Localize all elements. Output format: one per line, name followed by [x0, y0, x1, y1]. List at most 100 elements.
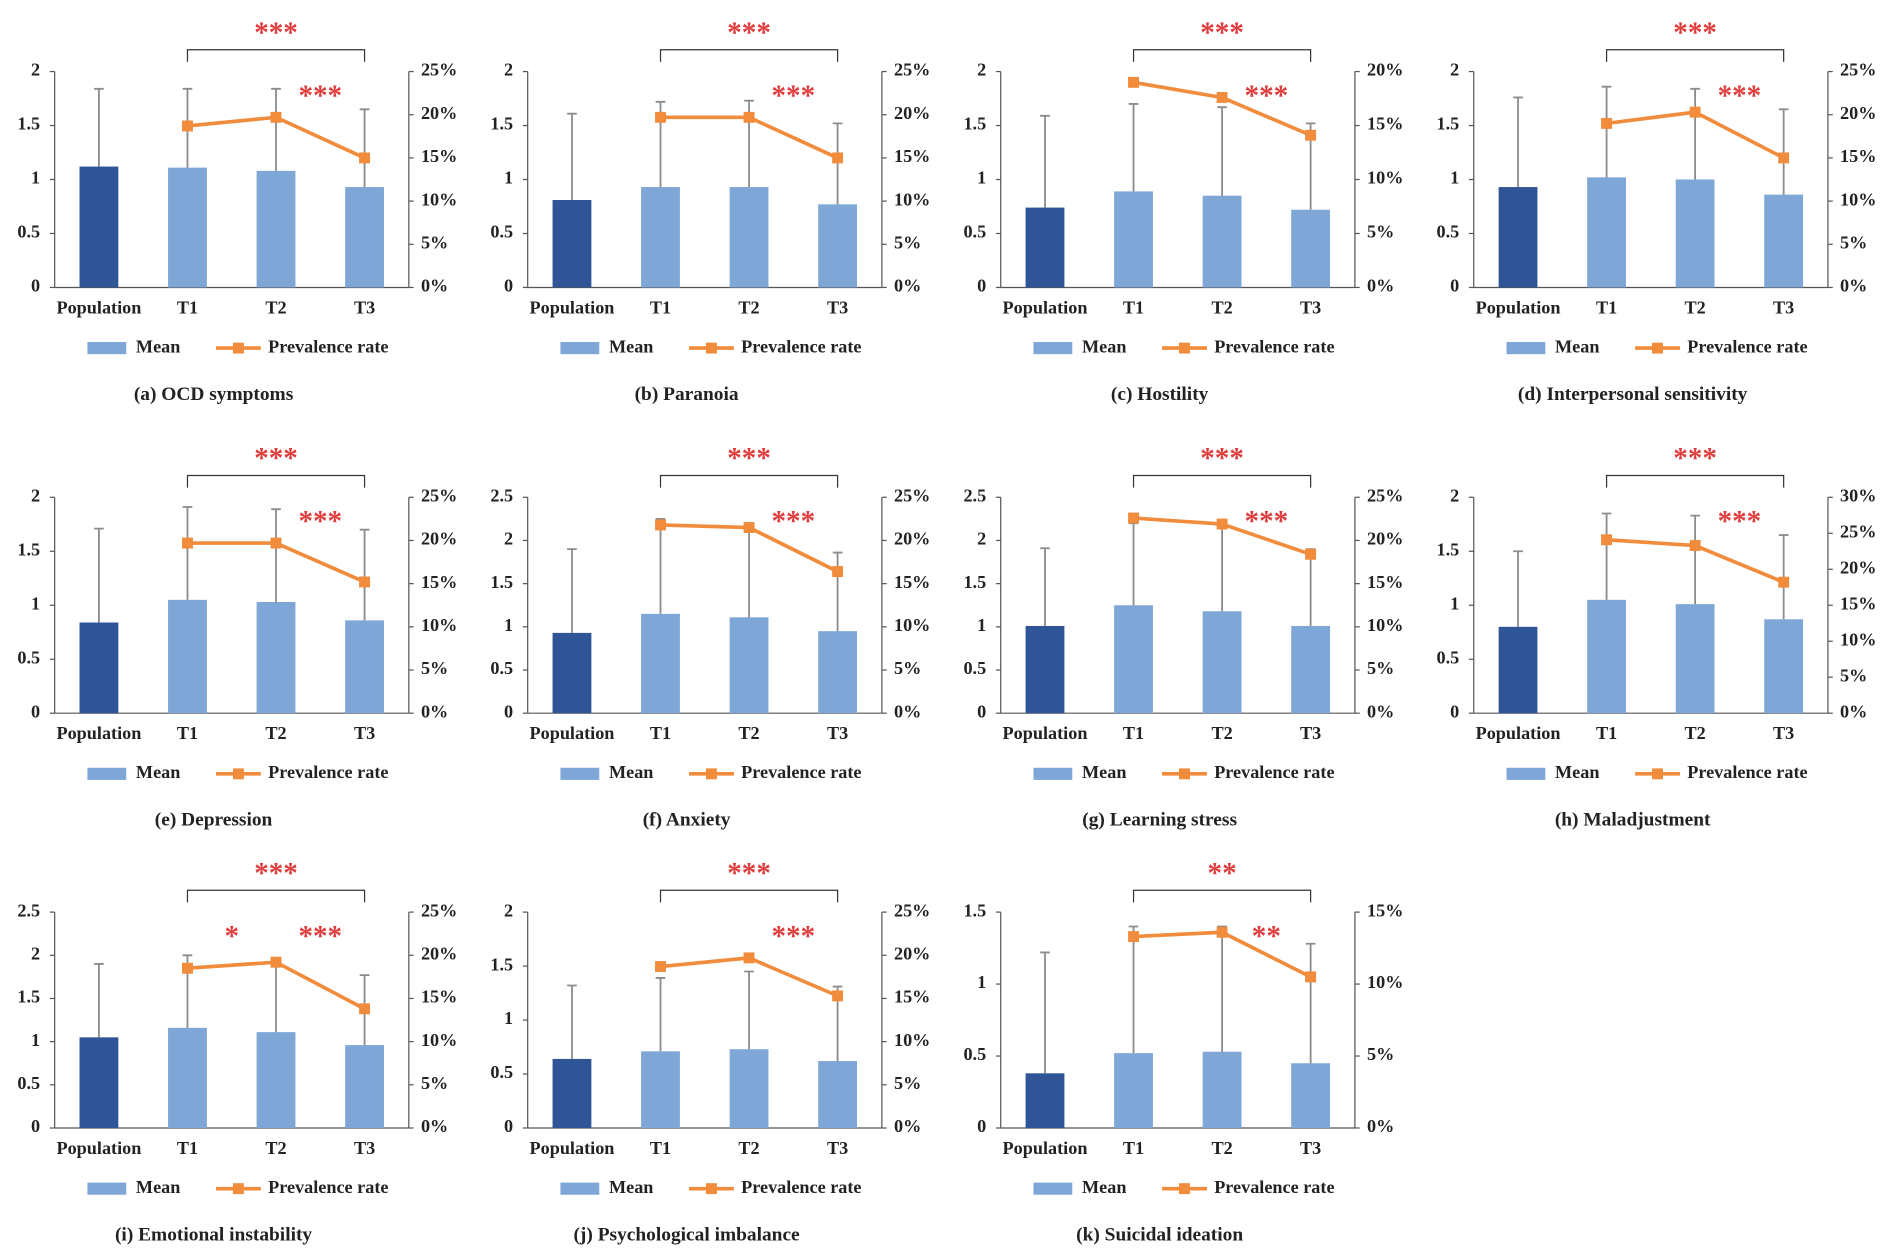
y-tick-label: 0 [977, 276, 986, 296]
bar [168, 599, 207, 714]
x-tick-label: Population [56, 297, 141, 317]
y-tick-label: 1.5 [490, 954, 513, 974]
x-tick-label: T3 [827, 723, 848, 743]
y2-tick-label: 5% [421, 232, 448, 252]
line-marker [359, 1003, 371, 1015]
x-tick-label: T1 [1123, 297, 1144, 317]
y-tick-label: 1 [1450, 593, 1459, 613]
x-tick-label: T3 [354, 723, 375, 743]
legend-marker [705, 342, 717, 354]
y-tick-label: 2.5 [963, 485, 986, 505]
chart-caption: (h) Maladjustment [1555, 810, 1711, 831]
significance-bracket [186, 474, 366, 488]
significance-label: *** [727, 17, 771, 49]
legend-swatch [87, 1182, 127, 1195]
significance-bracket [186, 889, 366, 903]
bar [729, 617, 769, 714]
y-tick-label: 0.5 [490, 1062, 513, 1082]
bar [345, 620, 384, 714]
x-tick-label: Population [56, 723, 141, 743]
chart-caption: (i) Emotional instability [115, 1224, 312, 1245]
significance-label: *** [772, 920, 816, 952]
y2-tick-label: 15% [1840, 146, 1876, 166]
y-tick-label: 2 [977, 60, 986, 80]
x-tick-label: T1 [650, 1138, 671, 1158]
bar [818, 204, 857, 288]
error-bar [832, 551, 843, 632]
bar [1291, 209, 1331, 288]
legend-label: Prevalence rate [741, 1177, 861, 1197]
y2-tick-label: 5% [421, 658, 448, 678]
y2-tick-label: 0% [1840, 276, 1867, 296]
significance-bracket [659, 889, 839, 903]
x-tick-label: T2 [265, 1138, 286, 1158]
line-marker [182, 537, 193, 549]
significance-label: *** [1718, 80, 1762, 112]
legend-swatch [560, 342, 600, 355]
y2-tick-label: 5% [1840, 665, 1867, 685]
y2-tick-label: 10% [1367, 615, 1403, 635]
error-bar [1690, 87, 1700, 180]
legend-swatch [560, 767, 600, 780]
y2-tick-label: 0% [421, 1116, 448, 1136]
bar [1764, 619, 1804, 714]
y-tick-label: 0.5 [490, 658, 513, 678]
line-marker [743, 111, 755, 123]
y2-tick-label: 25% [1840, 521, 1876, 541]
y-tick-label: 1 [504, 615, 513, 635]
x-tick-label: T3 [827, 297, 848, 317]
y-tick-label: 2 [31, 60, 40, 80]
bar [1025, 207, 1065, 288]
bar [1202, 1051, 1242, 1129]
bar [552, 200, 592, 288]
error-bar [271, 960, 281, 1033]
x-tick-label: T2 [738, 297, 759, 317]
legend-swatch [87, 342, 127, 355]
y2-tick-label: 0% [894, 701, 921, 721]
bar [641, 613, 680, 714]
bar [1025, 625, 1065, 714]
error-bar [1690, 514, 1700, 605]
x-tick-label: T2 [265, 297, 286, 317]
significance-label: *** [254, 443, 298, 475]
bar [1291, 625, 1331, 714]
significance-label: *** [298, 506, 342, 538]
y-tick-label: 2 [31, 485, 40, 505]
bar [345, 1045, 384, 1129]
y-tick-label: 0.5 [1436, 222, 1459, 242]
bar [79, 1037, 119, 1129]
line-marker [1128, 931, 1140, 943]
legend-label: Prevalence rate [741, 762, 861, 782]
error-bar [1128, 103, 1139, 192]
error-bar [1217, 925, 1227, 1052]
line-marker [359, 576, 371, 588]
line-marker [1601, 117, 1613, 129]
y-tick-label: 0.5 [17, 1073, 40, 1093]
y2-tick-label: 20% [1840, 557, 1876, 577]
y-tick-label: 2 [1450, 485, 1459, 505]
y-tick-label: 2 [977, 529, 986, 549]
bar [1498, 187, 1538, 288]
y2-tick-label: 15% [894, 146, 930, 166]
significance-label: *** [1245, 506, 1289, 538]
y2-tick-label: 5% [894, 232, 921, 252]
x-tick-label: T3 [1300, 723, 1321, 743]
y2-tick-label: 20% [421, 103, 457, 123]
significance-label: *** [1673, 443, 1717, 475]
error-bar [1305, 942, 1316, 1064]
line-marker [1305, 129, 1317, 141]
line-marker [1601, 534, 1613, 546]
error-bar [1778, 108, 1789, 195]
bar [1025, 1073, 1065, 1129]
y2-tick-label: 25% [894, 60, 930, 80]
y2-tick-label: 0% [421, 701, 448, 721]
x-tick-label: T2 [1685, 723, 1706, 743]
legend-marker [1179, 768, 1190, 780]
bar [1675, 604, 1715, 714]
y2-tick-label: 10% [421, 189, 457, 209]
significance-bracket [1605, 474, 1785, 488]
y2-tick-label: 10% [894, 615, 930, 635]
x-tick-label: T2 [738, 723, 759, 743]
y-tick-label: 1.5 [17, 987, 40, 1007]
